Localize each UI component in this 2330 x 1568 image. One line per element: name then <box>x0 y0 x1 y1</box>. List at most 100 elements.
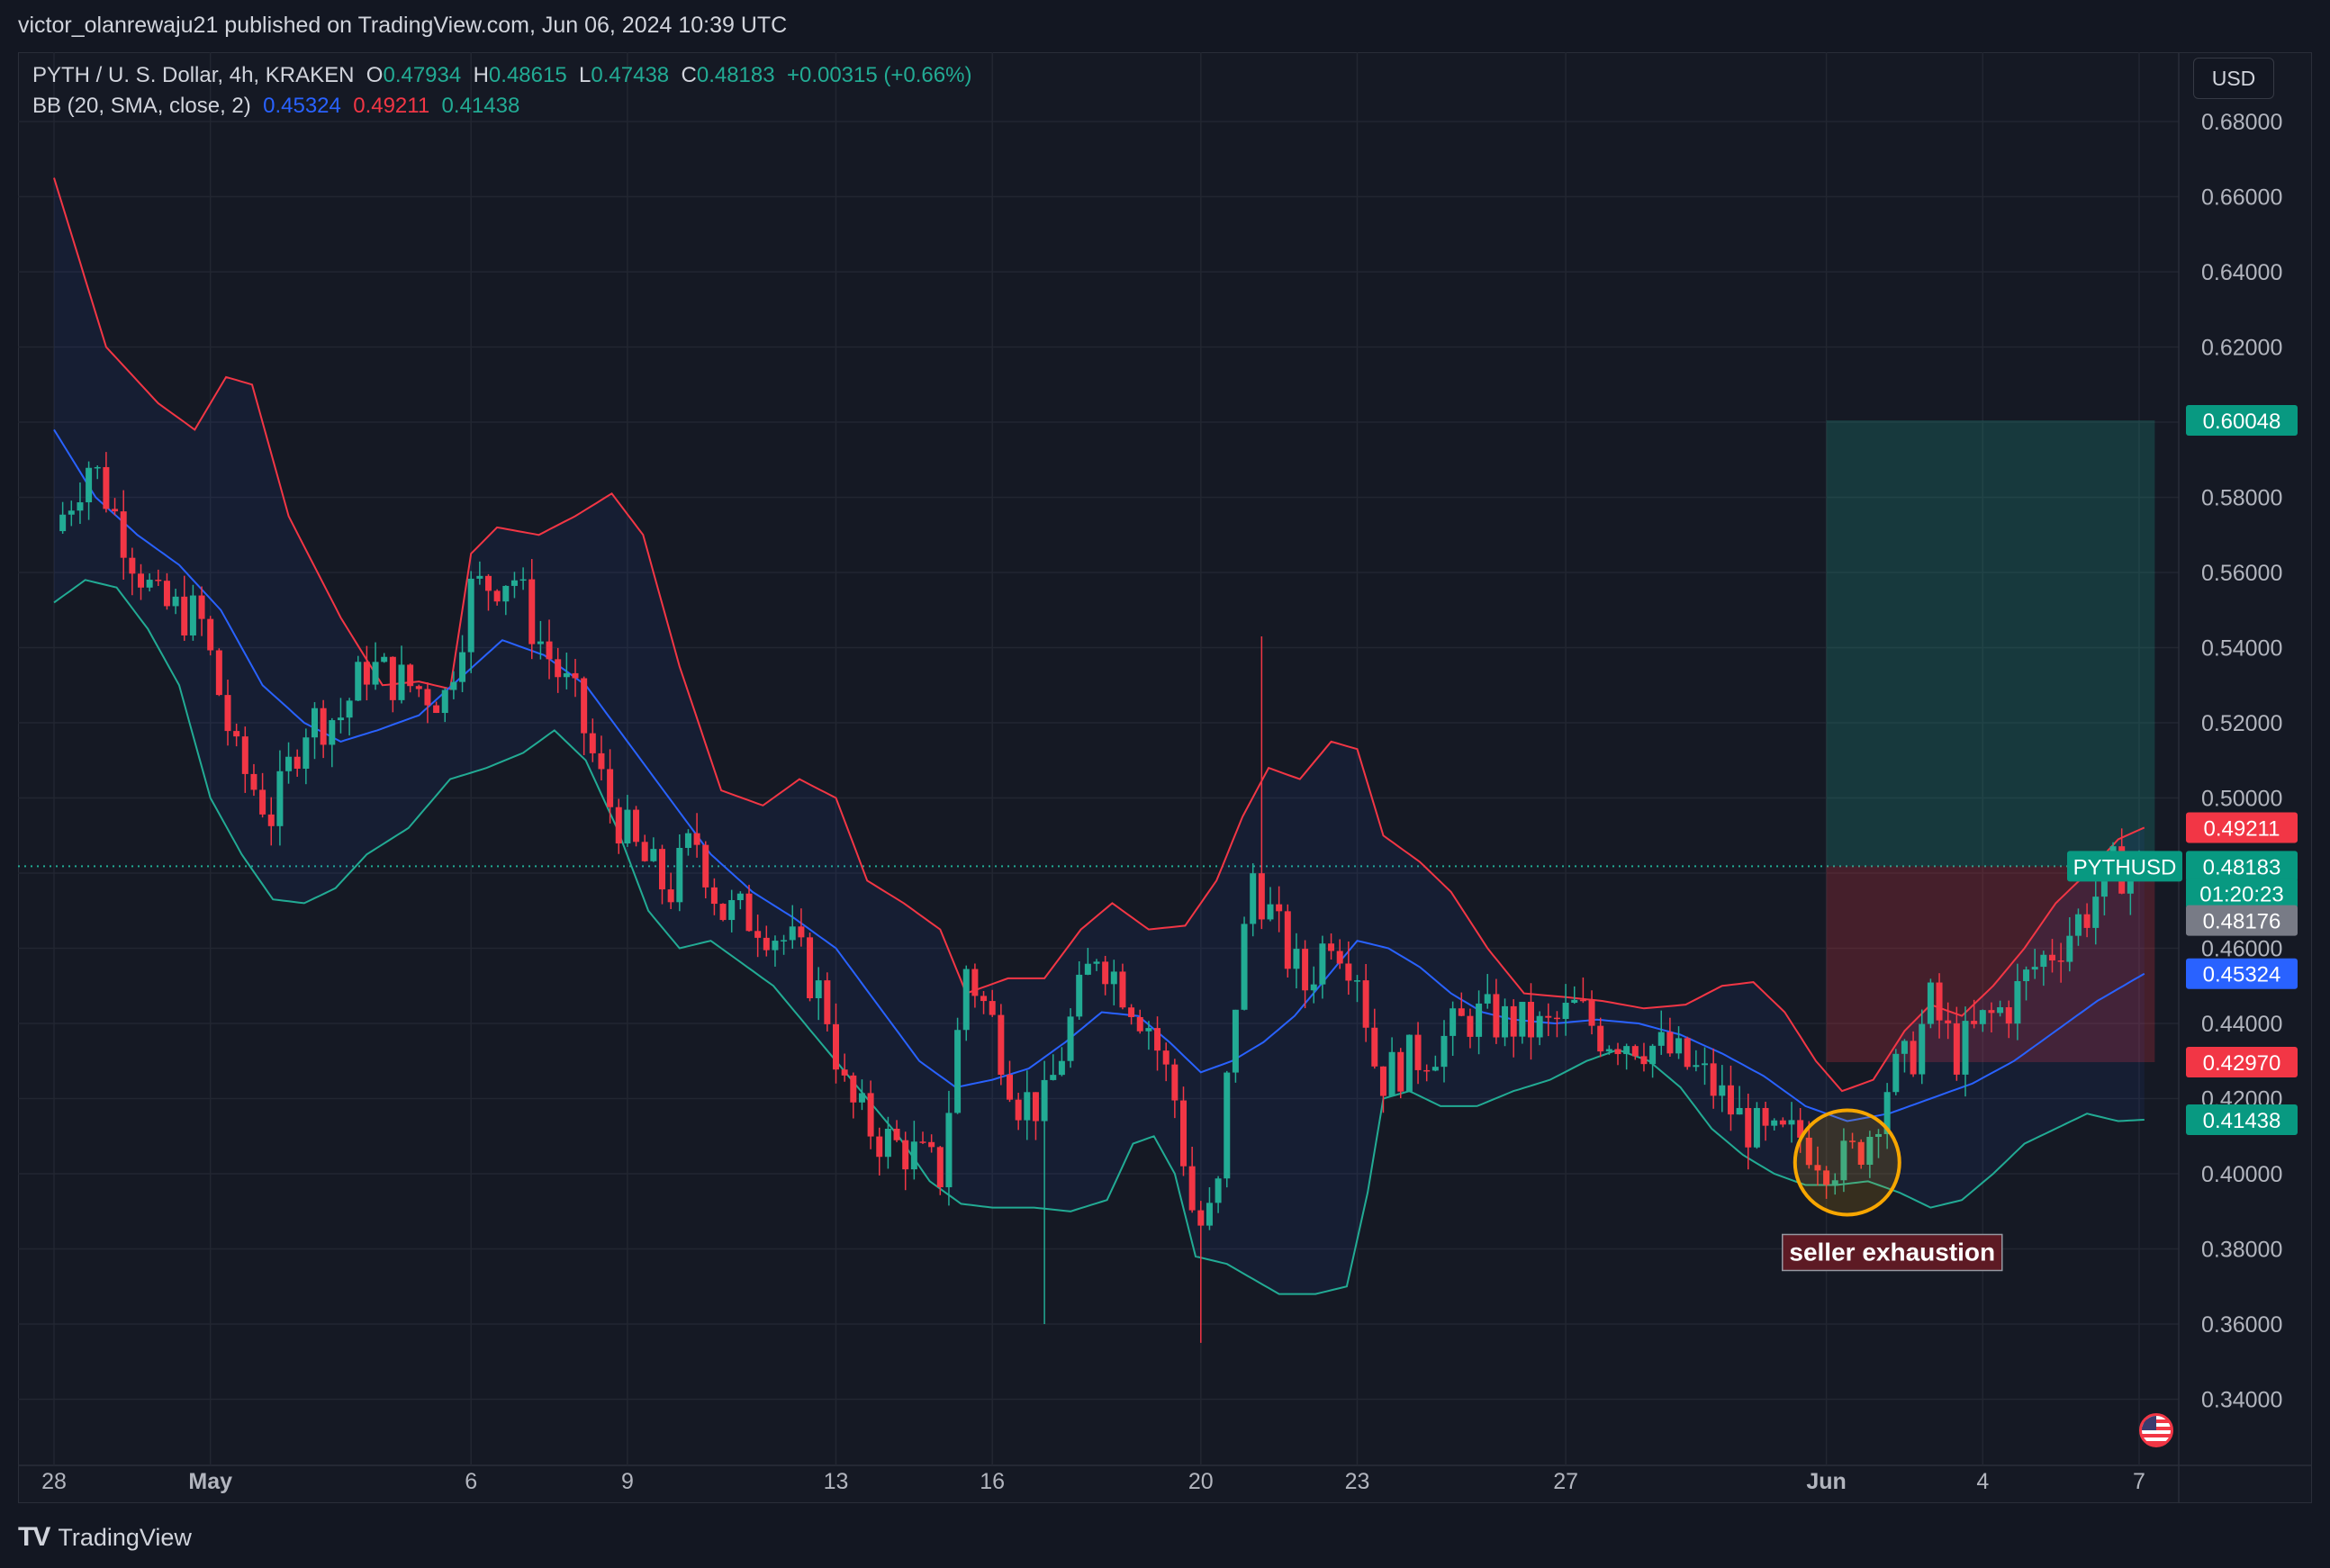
candle-body <box>1397 1051 1404 1092</box>
candle-body <box>163 581 170 607</box>
candle-body <box>1084 963 1091 975</box>
candle-body <box>702 844 709 888</box>
close-value: 0.48183 <box>696 63 775 87</box>
candle-body <box>876 1136 883 1158</box>
candle-body <box>1779 1120 1786 1125</box>
y-tick-label: 0.38000 <box>2201 1238 2282 1263</box>
long-position-tool[interactable] <box>1826 419 2155 1063</box>
candle-body <box>884 1129 891 1158</box>
candle-body <box>1693 1065 1700 1068</box>
candle-body <box>1805 1137 1812 1166</box>
candle-body <box>1110 971 1117 985</box>
x-tick-label: 7 <box>2133 1469 2145 1494</box>
candle-body <box>1484 994 1491 1004</box>
candles <box>59 452 2143 1343</box>
candle-body <box>789 926 796 941</box>
candle-body <box>2023 969 2030 982</box>
candle-body <box>858 1093 865 1103</box>
brand-name[interactable]: TradingView <box>58 1523 192 1551</box>
us-flag-icon[interactable] <box>2139 1413 2173 1447</box>
candle-body <box>754 931 762 938</box>
candle-body <box>1666 1032 1674 1054</box>
candle-body <box>1536 1015 1543 1038</box>
candle-body <box>355 662 362 701</box>
candle-body <box>337 717 344 721</box>
candle-body <box>833 1023 839 1070</box>
candle-body <box>1762 1107 1769 1126</box>
price-axis[interactable]: 0.680000.660000.640000.620000.600000.580… <box>2201 110 2282 1413</box>
candle-body <box>1206 1203 1213 1226</box>
y-tick-label: 0.64000 <box>2201 260 2282 285</box>
y-tick-label: 0.66000 <box>2201 185 2282 211</box>
candle-body <box>1831 1180 1838 1185</box>
change-value: +0.00315 (+0.66%) <box>786 63 972 87</box>
candle-body <box>867 1093 874 1137</box>
price-label-bg <box>2186 1047 2298 1078</box>
time-axis[interactable]: 28 May 6 9 13 16 20 23 27 Jun 4 7 <box>41 1469 2145 1494</box>
candle-body <box>398 664 405 700</box>
candle-body <box>1997 1007 2004 1014</box>
price-label-text: 0.48176 <box>2203 910 2281 934</box>
candle-body <box>1007 1075 1013 1100</box>
y-tick-label: 0.50000 <box>2201 787 2282 812</box>
candle-body <box>693 833 700 845</box>
y-tick-label: 0.52000 <box>2201 711 2282 736</box>
candle-body <box>450 681 457 690</box>
candle-body <box>1753 1107 1760 1148</box>
candle-body <box>763 937 770 951</box>
tradingview-logo-icon[interactable]: TV <box>18 1522 50 1552</box>
candle-body <box>1336 951 1343 964</box>
candle-body <box>667 889 674 903</box>
price-label-last: 0.48183 <box>2186 851 2298 882</box>
y-tick-label: 0.44000 <box>2201 1012 2282 1037</box>
candle-body <box>1736 1107 1743 1115</box>
candle-body <box>893 1129 900 1140</box>
annotation-label: seller exhaustion <box>1789 1238 1995 1266</box>
candle-body <box>1024 1092 1031 1121</box>
candle-body <box>928 1141 935 1148</box>
candle-body <box>1528 1002 1534 1038</box>
candle-body <box>1458 1008 1465 1016</box>
candle-body <box>485 575 492 591</box>
candle-body <box>389 656 396 700</box>
candle-body <box>1293 949 1300 969</box>
candle-body <box>772 941 779 951</box>
candle-body <box>1180 1100 1187 1167</box>
candle-body <box>1745 1107 1752 1148</box>
candle-body <box>1067 1016 1074 1061</box>
candle-body <box>1771 1120 1778 1126</box>
candle-body <box>372 662 379 685</box>
currency-button[interactable]: USD <box>2193 58 2274 99</box>
candle-body <box>424 689 431 706</box>
loss-zone <box>1826 866 2155 1063</box>
symbol-title[interactable]: PYTH / U. S. Dollar, 4h, KRAKEN <box>32 63 355 87</box>
price-label-bg <box>2186 878 2298 909</box>
candle-body <box>1797 1120 1804 1138</box>
candle-body <box>189 595 196 635</box>
x-tick-label: 28 <box>41 1469 67 1494</box>
x-tick-label: 4 <box>1976 1469 1989 1494</box>
candle-body <box>719 904 727 921</box>
candle-body <box>971 969 979 996</box>
candle-body <box>2014 981 2021 1024</box>
y-tick-label: 0.54000 <box>2201 636 2282 662</box>
candle-body <box>841 1069 848 1076</box>
candle-body <box>303 737 310 770</box>
candle-body <box>745 893 753 932</box>
candle-body <box>146 580 153 588</box>
price-label-bb_upper: 0.49211 <box>2186 812 2298 843</box>
candle-body <box>1197 1210 1205 1226</box>
candle-body <box>1814 1165 1821 1171</box>
candle-body <box>493 590 501 602</box>
y-tick-label: 0.40000 <box>2201 1162 2282 1187</box>
candle-body <box>1267 904 1274 920</box>
bb-legend[interactable]: BB (20, SMA, close, 2) 0.45324 0.49211 0… <box>32 94 519 119</box>
candle-body <box>1719 1085 1726 1096</box>
candle-body <box>676 847 683 903</box>
candle-body <box>1883 1092 1891 1134</box>
candle-body <box>1258 873 1265 920</box>
candle-body <box>1076 974 1083 1017</box>
price-label-text: 0.42970 <box>2203 1051 2281 1076</box>
candle-body <box>1702 1063 1708 1066</box>
